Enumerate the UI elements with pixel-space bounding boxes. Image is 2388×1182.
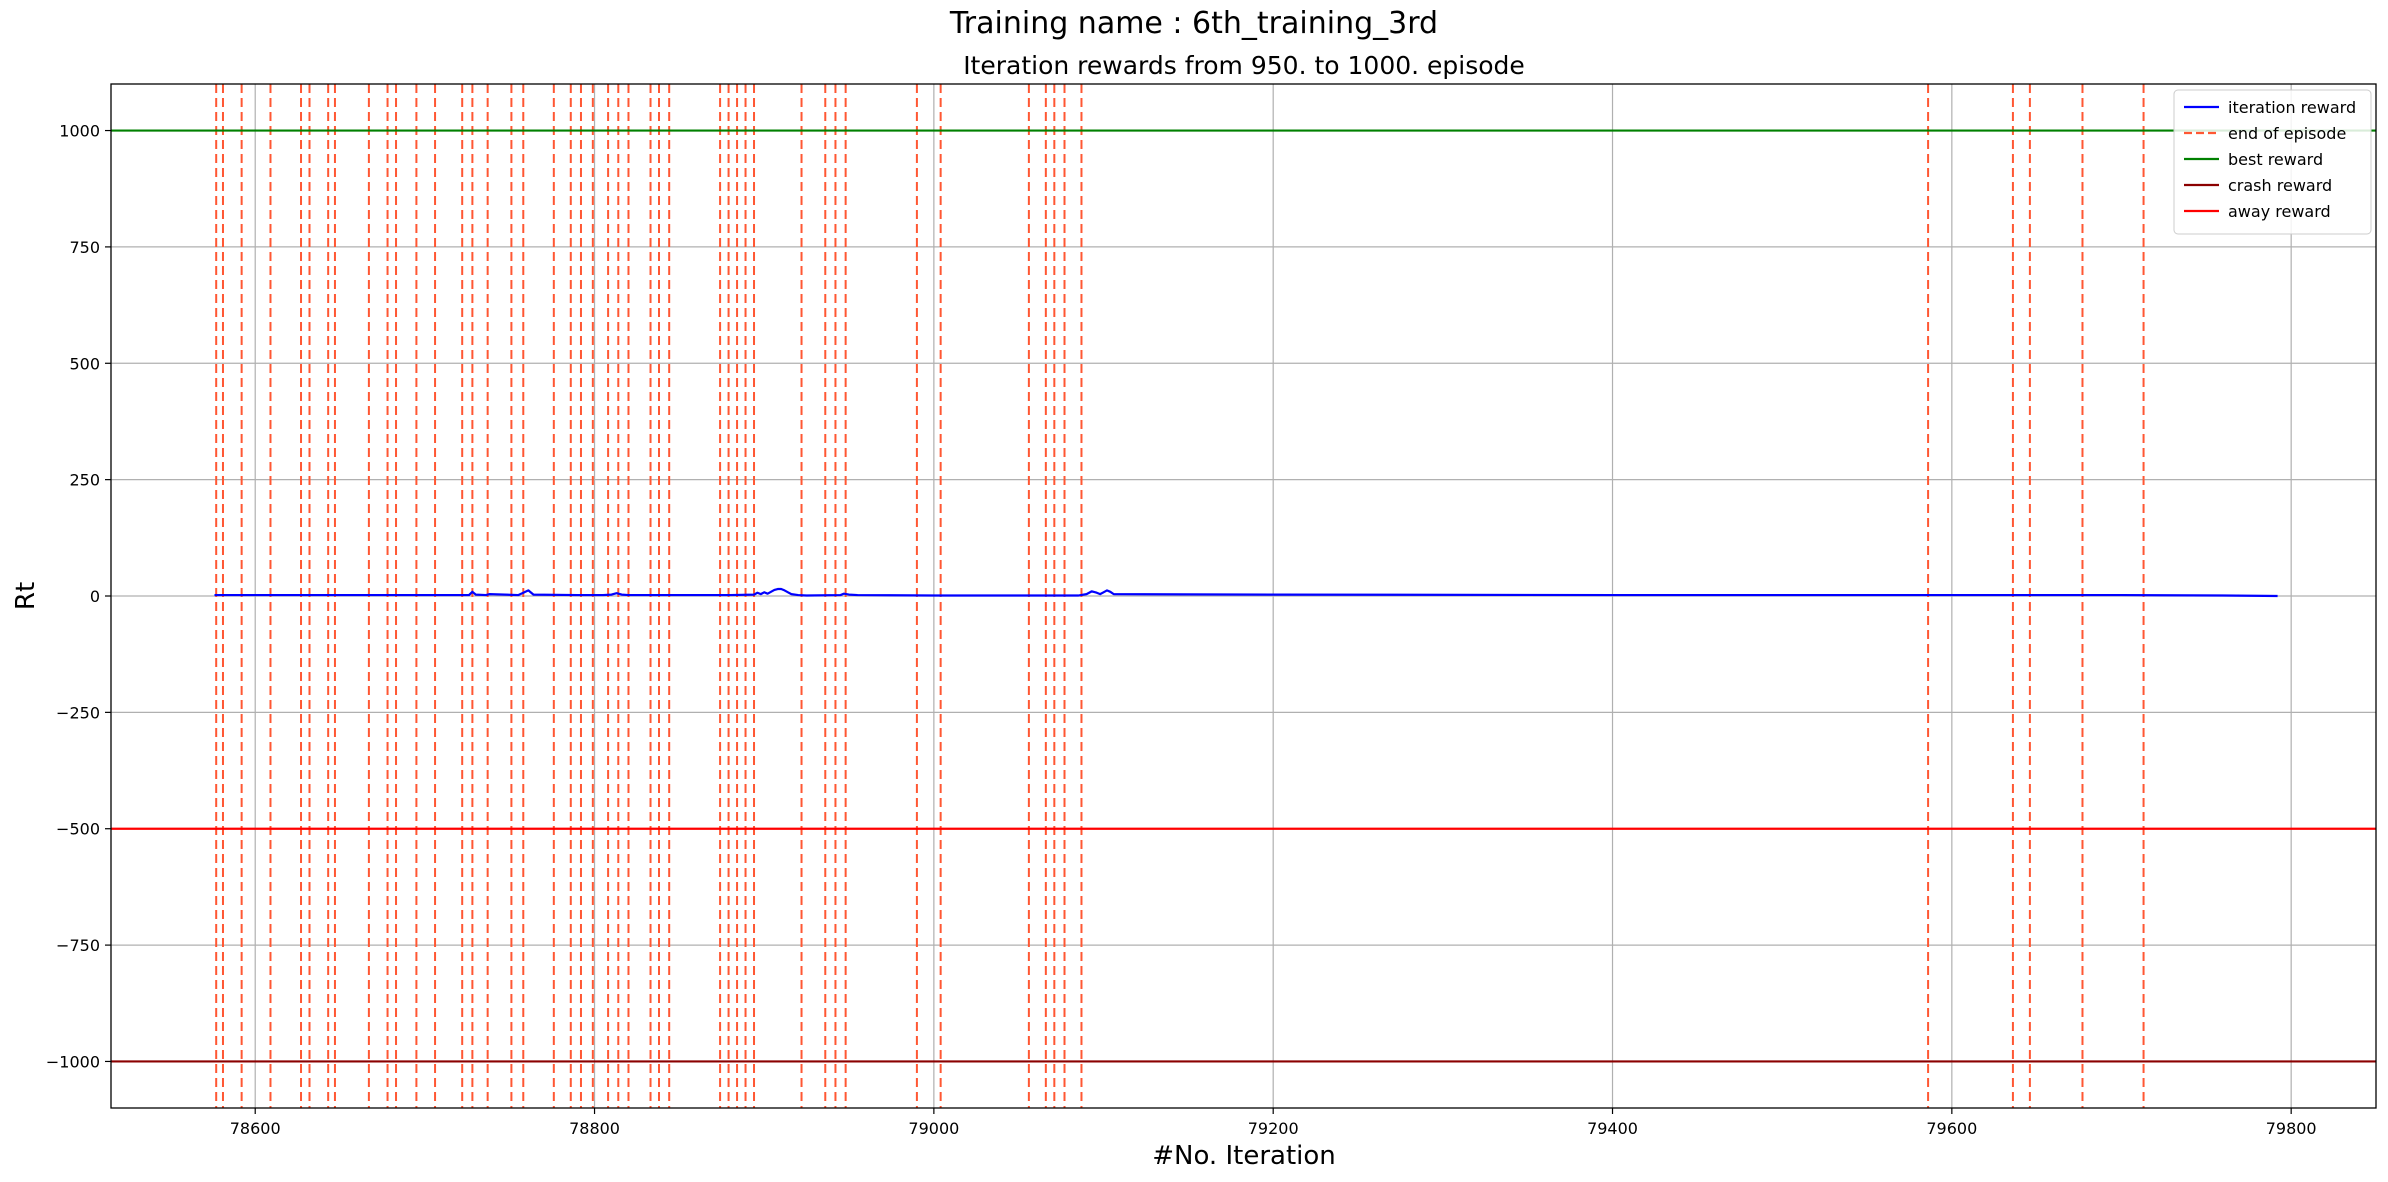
reference-lines (111, 129, 2376, 1063)
y-tick-label: −1000 (46, 1052, 100, 1071)
y-tick-label: 250 (69, 471, 100, 490)
legend: iteration reward end of episode best rewar… (2173, 89, 2372, 235)
legend-box (2173, 89, 2372, 235)
x-tick-label: 79400 (1587, 1119, 1638, 1138)
y-tick-label: 1000 (59, 122, 100, 141)
x-tick-label: 78600 (230, 1119, 281, 1138)
x-tick-label: 79800 (2266, 1119, 2317, 1138)
x-axis-label: #No. Iteration (1152, 1141, 1336, 1171)
legend-label: away reward (2228, 202, 2331, 221)
x-tick-label: 78800 (569, 1119, 620, 1138)
chart-suptitle: Training name : 6th_training_3rd (949, 6, 1438, 41)
x-axis-ticks: 78600 78800 79000 79200 79400 79600 79800 (230, 1108, 2317, 1138)
legend-label: best reward (2228, 150, 2323, 169)
y-tick-label: −500 (56, 820, 100, 839)
chart-title: Iteration rewards from 950. to 1000. epi… (963, 51, 1525, 80)
y-tick-label: −750 (56, 936, 100, 955)
legend-label: crash reward (2228, 176, 2332, 195)
y-tick-label: 500 (69, 354, 100, 373)
legend-label: iteration reward (2228, 98, 2356, 117)
x-tick-label: 79600 (1926, 1119, 1977, 1138)
series-line (214, 587, 2278, 598)
x-tick-label: 79200 (1248, 1119, 1299, 1138)
series (214, 587, 2278, 598)
legend-label: end of episode (2228, 124, 2346, 143)
y-axis-ticks: 1000 750 500 250 0 −250 −500 −750 −1000 (46, 122, 111, 1071)
y-tick-label: 0 (90, 587, 100, 606)
x-tick-label: 79000 (908, 1119, 959, 1138)
y-tick-label: 750 (69, 238, 100, 257)
y-tick-label: −250 (56, 703, 100, 722)
y-axis-label: Rt (11, 582, 41, 610)
